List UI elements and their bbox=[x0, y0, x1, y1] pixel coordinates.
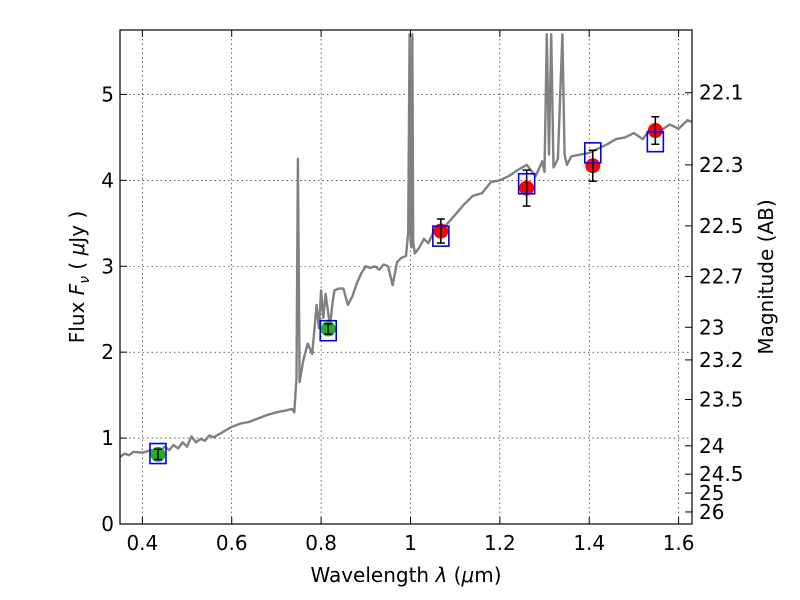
x-tick-label: 1.6 bbox=[663, 531, 695, 555]
model-box bbox=[432, 225, 450, 247]
right-tick-label: 22.1 bbox=[699, 81, 744, 105]
right-tick-label: 25 bbox=[699, 481, 724, 505]
model-box bbox=[583, 142, 602, 164]
right-tick-label: 22.5 bbox=[699, 214, 744, 238]
model-box bbox=[149, 442, 167, 465]
right-tick-label: 23.2 bbox=[699, 348, 744, 372]
right-tick-label: 22.7 bbox=[699, 265, 744, 289]
x-tick-label: 0.6 bbox=[216, 531, 248, 555]
x-axis-label: Wavelength λ (μm) bbox=[310, 563, 501, 587]
right-tick-label: 24.5 bbox=[699, 462, 744, 486]
model-box bbox=[319, 319, 338, 342]
y-tick-label: 4 bbox=[101, 168, 114, 192]
model-sed-layer bbox=[120, 33, 692, 458]
right-tick-label: 22.3 bbox=[699, 153, 744, 177]
right-axis-label: Magnitude (AB) bbox=[754, 199, 778, 354]
right-tick-label: 24 bbox=[699, 434, 724, 458]
x-tick-label: 0.4 bbox=[126, 531, 158, 555]
y-axis-label: Flux Fν ( μJy ) bbox=[65, 211, 93, 343]
model-box bbox=[646, 130, 665, 153]
right-tick-label: 26 bbox=[699, 500, 724, 524]
sed-line bbox=[120, 33, 692, 458]
right-tick-label: 23 bbox=[699, 315, 724, 339]
model-box bbox=[517, 172, 536, 195]
y-tick-label: 1 bbox=[101, 426, 114, 450]
photometry-layer bbox=[149, 116, 665, 465]
y-tick-label: 0 bbox=[101, 512, 114, 536]
y-tick-label: 5 bbox=[101, 82, 114, 106]
right-tick-label: 23.5 bbox=[699, 387, 744, 411]
x-tick-label: 1.2 bbox=[484, 531, 516, 555]
x-tick-label: 1.4 bbox=[573, 531, 605, 555]
y-tick-label: 2 bbox=[101, 340, 114, 364]
y-tick-label: 3 bbox=[101, 254, 114, 278]
x-tick-label: 0.8 bbox=[305, 531, 337, 555]
x-tick-label: 1 bbox=[404, 531, 417, 555]
